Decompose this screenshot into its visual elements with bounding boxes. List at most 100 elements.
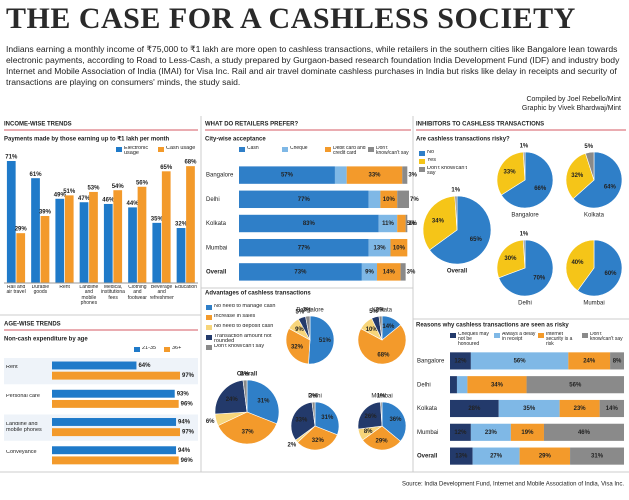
value-label: 33% [504,170,517,176]
category-label-box: Rent [59,285,70,290]
value-label: 12% [454,430,467,436]
value-label: 39% [39,210,52,216]
bar-segment [450,423,471,441]
legend-label-box: Don't know/can't say [214,343,265,349]
bar-segment [467,376,527,394]
category-label: Overall [417,454,438,460]
legend-swatch [116,147,122,152]
legend-swatch [134,347,140,352]
chart-title: Payments made by those earning up to ₹1 … [4,136,170,143]
pie-slice [217,411,278,445]
legend-swatch [450,333,456,338]
legend-swatch [325,147,331,152]
category-label: Education [174,285,197,290]
category-label: Bangalore [206,173,234,179]
value-label: 35% [151,216,164,222]
value-label: 61% [30,172,43,178]
pie-slice [585,151,595,181]
category-label-box: Medical, institutional fees [101,285,126,301]
value-label: 1% [451,188,460,194]
category-label: Mumbai [206,245,227,251]
value-label: 1% [408,221,417,227]
pie-slice [362,425,401,451]
pie-slice [357,401,383,430]
bar-segment [470,423,511,441]
bar-segment [239,190,369,209]
value-label: 6% [206,419,215,425]
bar-segment [498,399,560,418]
value-label: 14% [382,324,395,330]
bar [40,215,50,283]
bar [137,186,147,283]
value-label: 77% [298,245,311,251]
value-label: 3% [303,308,312,314]
category-label-box: Rent [6,365,18,370]
value-label: 96% [181,458,194,464]
pie-slice [311,401,316,427]
value-label: 97% [182,373,195,379]
legend-label-box: Transaction amount not rounded [214,333,272,345]
bar-segment [450,447,473,465]
bar-segment [397,214,406,233]
pie-slice [496,239,526,279]
value-label: 47% [78,196,91,202]
pie-slice [305,315,311,341]
pie-slice [314,401,340,436]
pie-slice [381,401,407,442]
legend-label: Don't know/can't say [376,145,409,156]
legend-label: Cheques may not be honoured [458,331,489,347]
value-label: 2% [288,443,297,449]
legend-label-box: Electronic usage [124,146,148,157]
value-label: 28% [468,406,481,412]
value-label: 11% [382,221,394,227]
legend-label: Increase in sales [214,313,256,319]
pie-name: Mumbai [583,301,604,307]
legend-label: Always a delay in receipt [502,331,536,342]
legend-label: Transaction amount not rounded [214,333,272,345]
value-label: 33% [295,418,308,424]
pie-slice [308,315,335,365]
pie-name: Bangalore [296,308,324,314]
value-label: 7% [410,197,419,203]
credit: Graphic by Vivek Bhardwaj/Mint [521,105,621,112]
legend-swatch [538,333,544,338]
chart-title: Non-cash expenditure by age [4,337,88,343]
category-label: Medical, institutional fees [101,285,126,301]
value-label: 94% [178,448,191,454]
legend-swatch [206,315,212,320]
value-label: 71% [5,155,18,161]
bar [31,178,40,283]
bar [55,198,65,283]
category-label: Landline and mobile phones [79,285,99,306]
bar-segment [405,214,408,233]
pie-name: Overall [447,269,468,275]
bar-segment [450,376,457,394]
legend-swatch [158,147,164,152]
pie-slice [290,401,316,441]
value-label: 97% [182,430,195,436]
legend-label: No need to deposit cash [214,323,274,329]
page-title: THE CASE FOR A CASHLESS SOCIETY [6,2,576,35]
value-label: 64% [604,185,617,191]
pie-slice [498,239,554,297]
value-label: 83% [303,221,316,227]
bar [52,456,179,465]
legend-swatch [419,167,425,172]
bar-segment [570,447,624,465]
legend-swatch [419,151,425,156]
category-label: Delhi [206,197,220,203]
value-label: 23% [485,430,498,436]
legend-label: Don't know/can't say [214,343,265,349]
value-label: 31% [321,415,334,421]
value-label: 96% [181,401,194,407]
section-title: INCOME-WISE TRENDS [4,122,72,128]
value-label: 10% [383,197,396,203]
legend-label-box: 21-35 [142,346,156,351]
value-label: 32% [571,173,584,179]
bar-segment [568,352,611,370]
legend-label-box: Always a delay in receipt [502,331,536,342]
category-label: Conveyance [6,450,37,456]
bar [128,207,137,283]
pie-name: Bangalore [511,213,539,219]
